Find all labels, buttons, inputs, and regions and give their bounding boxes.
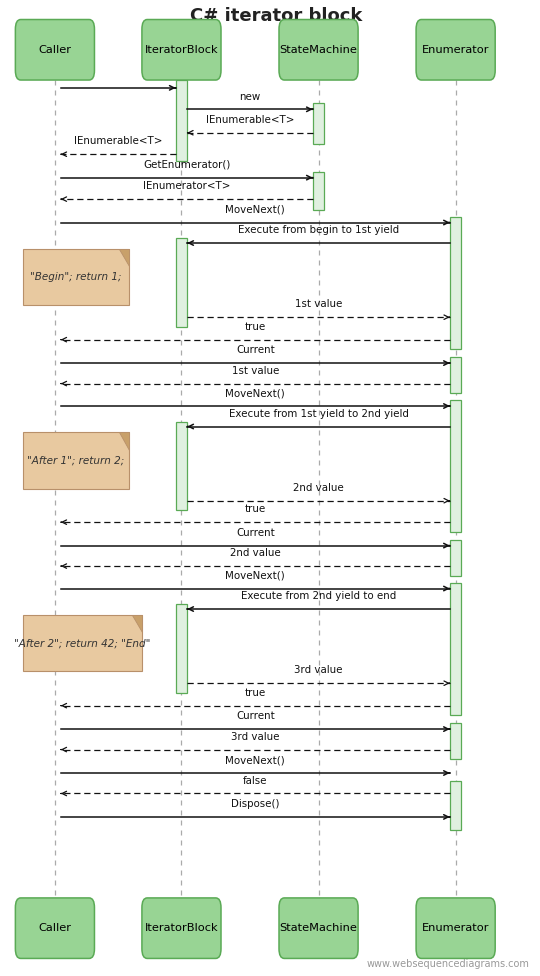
Text: IteratorBlock: IteratorBlock	[145, 45, 218, 55]
FancyBboxPatch shape	[23, 249, 129, 305]
Bar	[450, 217, 462, 349]
Bar	[313, 103, 325, 144]
Text: 2nd value: 2nd value	[293, 483, 344, 493]
Text: IEnumerable<T>: IEnumerable<T>	[206, 115, 294, 125]
FancyBboxPatch shape	[416, 20, 495, 80]
Text: "After 1"; return 2;: "After 1"; return 2;	[28, 456, 125, 466]
Bar	[176, 80, 187, 161]
Text: new: new	[239, 92, 261, 102]
Text: Execute from 1st yield to 2nd yield: Execute from 1st yield to 2nd yield	[228, 409, 408, 419]
FancyBboxPatch shape	[15, 20, 94, 80]
Text: GetEnumerator(): GetEnumerator()	[143, 160, 231, 170]
Bar	[450, 400, 462, 532]
Text: Current: Current	[236, 712, 275, 721]
Text: StateMachine: StateMachine	[280, 923, 357, 933]
Text: IteratorBlock: IteratorBlock	[145, 923, 218, 933]
Bar	[313, 172, 325, 210]
Text: 2nd value: 2nd value	[230, 549, 281, 558]
FancyBboxPatch shape	[23, 432, 129, 489]
Text: Dispose(): Dispose()	[231, 799, 280, 809]
Bar	[450, 723, 462, 759]
FancyBboxPatch shape	[23, 615, 142, 671]
Text: 1st value: 1st value	[232, 366, 279, 376]
Bar	[176, 238, 187, 327]
Bar	[450, 357, 462, 393]
Bar	[450, 781, 462, 830]
Text: Enumerator: Enumerator	[422, 923, 489, 933]
Text: MoveNext(): MoveNext()	[225, 755, 285, 765]
Bar	[450, 540, 462, 576]
Text: www.websequencediagrams.com: www.websequencediagrams.com	[367, 959, 529, 969]
Text: MoveNext(): MoveNext()	[225, 388, 285, 398]
FancyBboxPatch shape	[142, 20, 221, 80]
Text: IEnumerator<T>: IEnumerator<T>	[143, 182, 231, 191]
Text: 3rd value: 3rd value	[294, 666, 343, 675]
FancyBboxPatch shape	[142, 898, 221, 958]
Text: Caller: Caller	[38, 45, 71, 55]
Text: Caller: Caller	[38, 923, 71, 933]
Polygon shape	[119, 432, 129, 450]
Text: StateMachine: StateMachine	[280, 45, 357, 55]
Text: MoveNext(): MoveNext()	[225, 205, 285, 215]
FancyBboxPatch shape	[279, 20, 358, 80]
Text: Current: Current	[236, 528, 275, 538]
Text: Enumerator: Enumerator	[422, 45, 489, 55]
Bar	[176, 604, 187, 693]
Bar	[450, 583, 462, 715]
Text: Current: Current	[236, 346, 275, 355]
Text: true: true	[245, 322, 266, 332]
Text: 3rd value: 3rd value	[231, 732, 280, 742]
FancyBboxPatch shape	[279, 898, 358, 958]
FancyBboxPatch shape	[416, 898, 495, 958]
Text: Execute from begin to 1st yield: Execute from begin to 1st yield	[238, 225, 399, 235]
Text: "After 2"; return 42; "End": "After 2"; return 42; "End"	[15, 638, 151, 648]
Text: 1st value: 1st value	[295, 300, 342, 309]
Text: true: true	[245, 688, 266, 698]
Polygon shape	[132, 615, 142, 632]
Text: false: false	[243, 776, 267, 786]
Text: true: true	[245, 505, 266, 514]
Text: Execute from 2nd yield to end: Execute from 2nd yield to end	[241, 591, 396, 601]
FancyBboxPatch shape	[15, 898, 94, 958]
Text: MoveNext(): MoveNext()	[225, 571, 285, 581]
Bar	[176, 422, 187, 510]
Text: IEnumerable<T>: IEnumerable<T>	[74, 137, 163, 146]
Text: "Begin"; return 1;: "Begin"; return 1;	[30, 272, 122, 282]
Polygon shape	[119, 249, 129, 266]
Text: C# iterator block: C# iterator block	[190, 7, 362, 24]
